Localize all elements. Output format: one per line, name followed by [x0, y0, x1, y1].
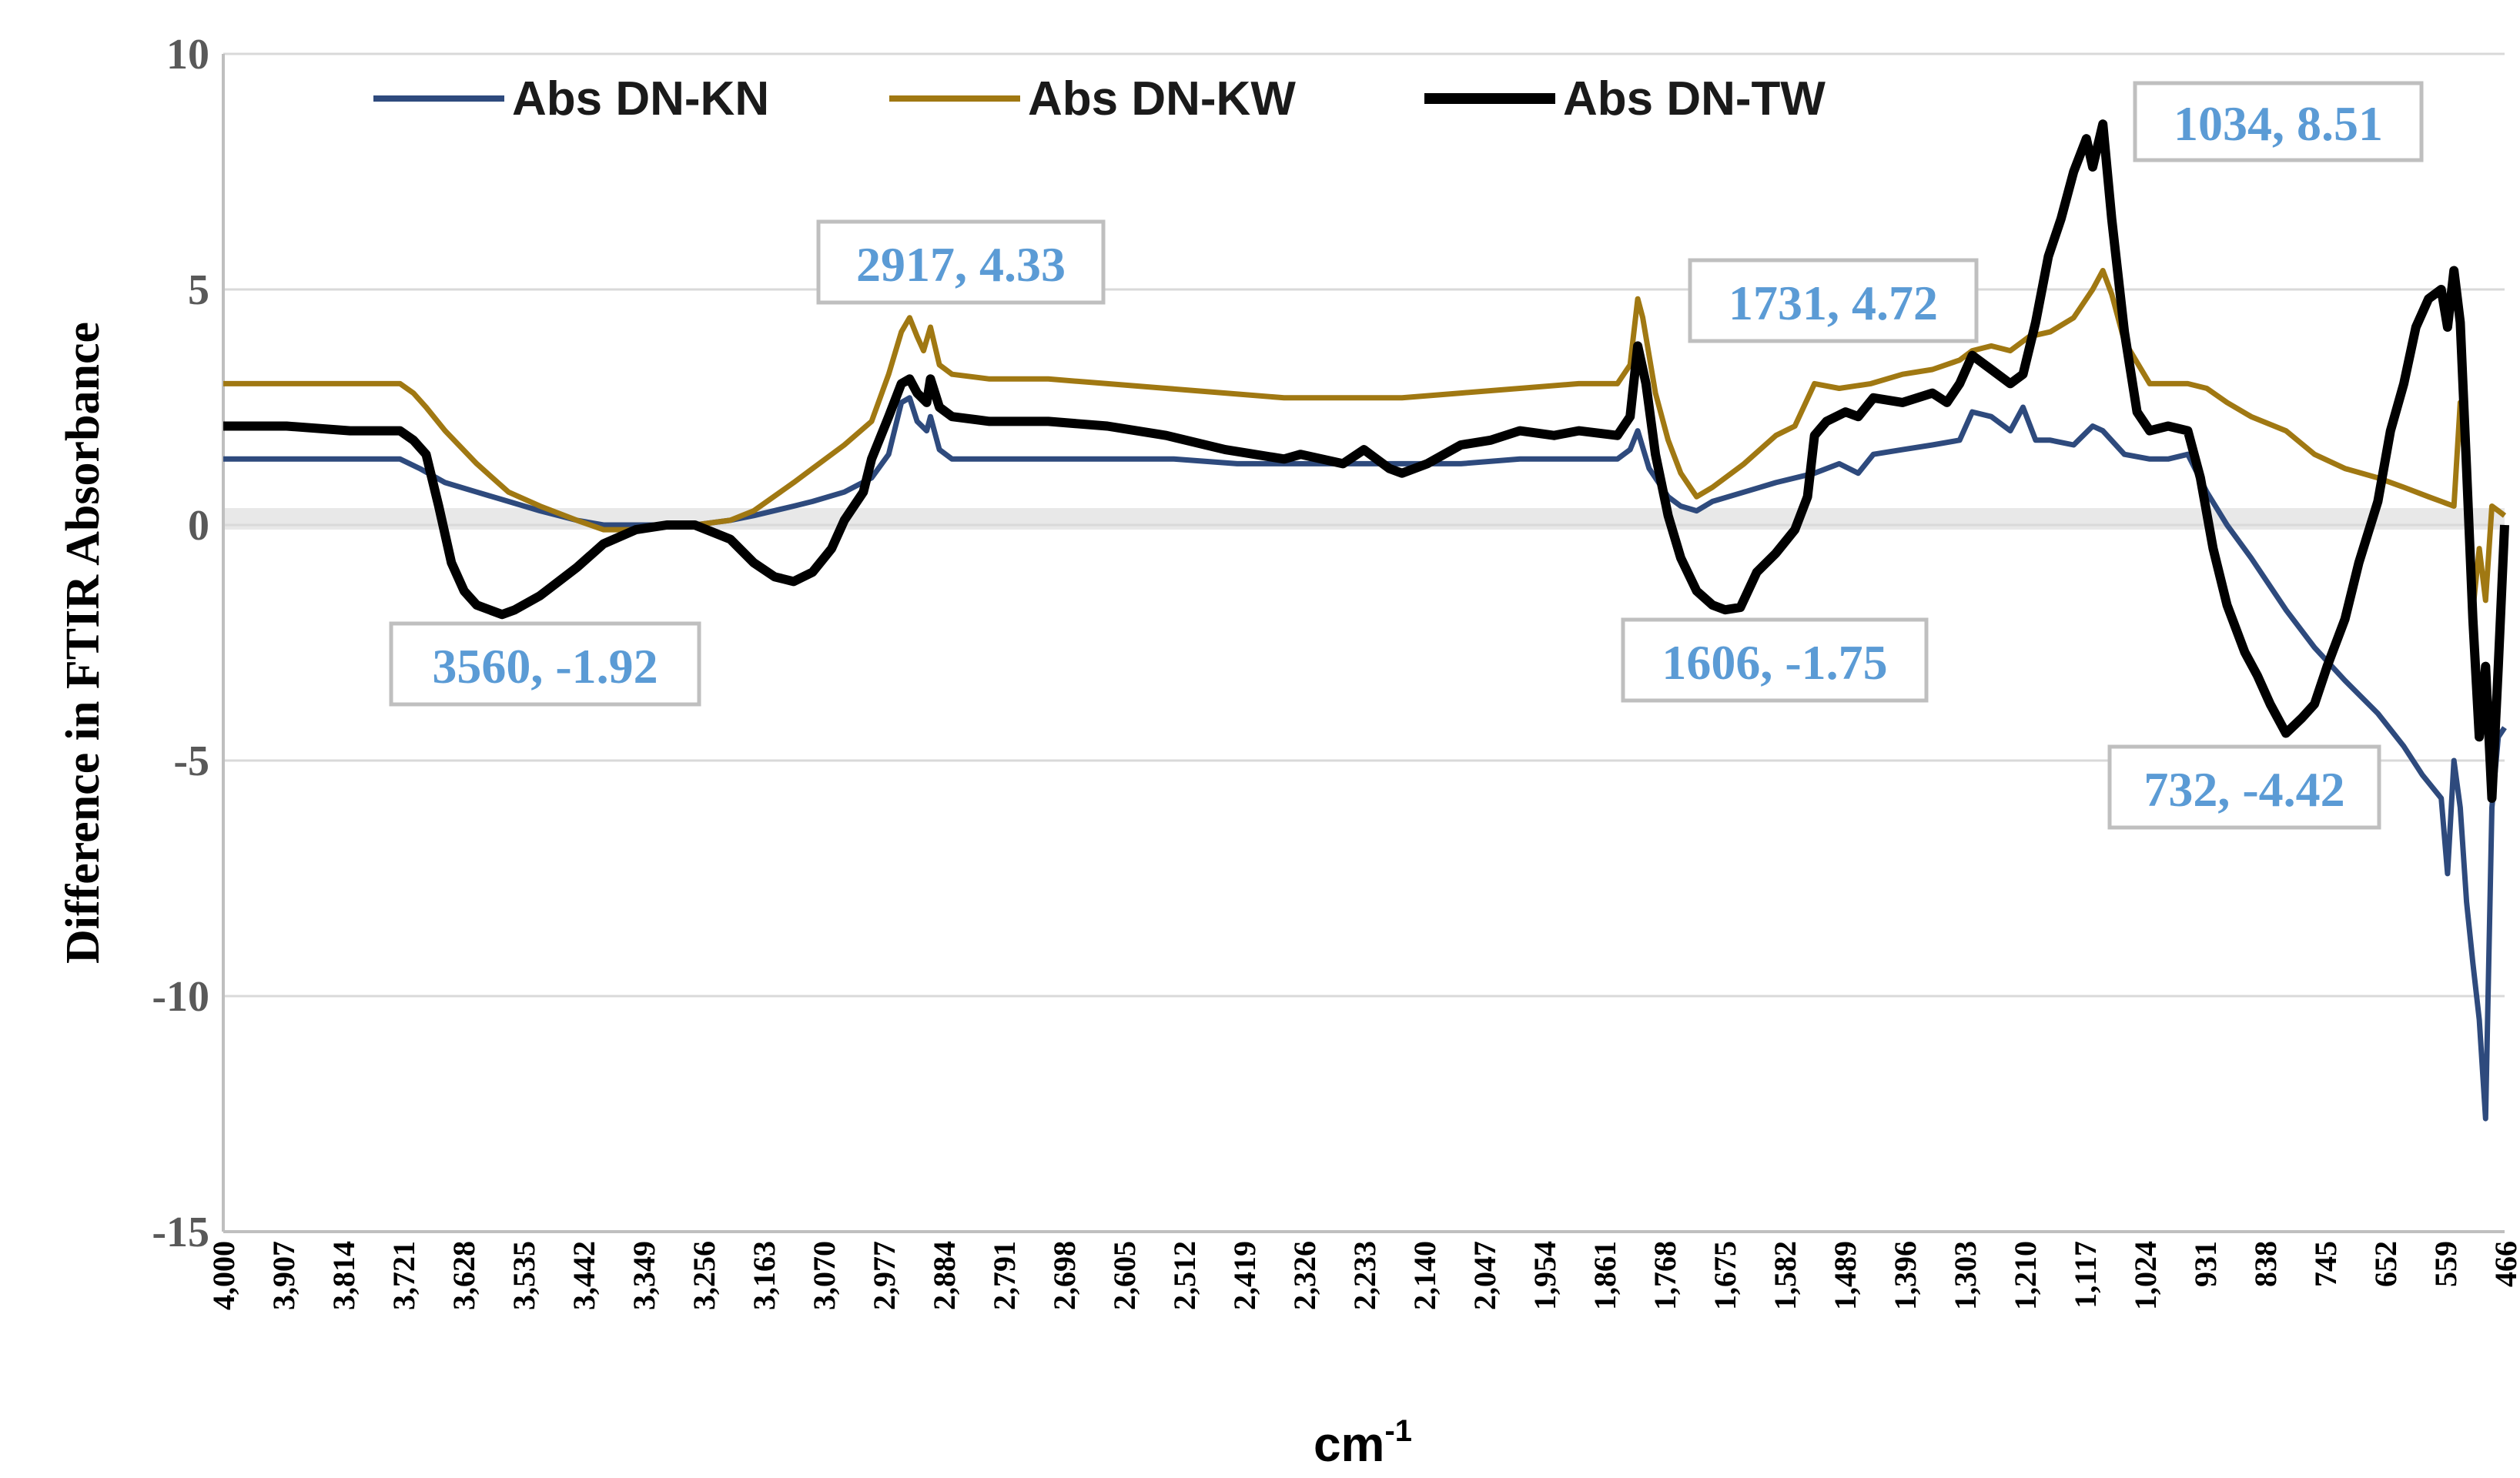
x-tick-label: 1,024: [2128, 1241, 2163, 1310]
x-tick-label: 1,210: [2008, 1241, 2043, 1310]
x-tick-label: 2,233: [1347, 1241, 1382, 1310]
x-tick-label: 2,326: [1287, 1241, 1322, 1310]
x-tick-label: 466: [2488, 1241, 2520, 1287]
x-tick-label: 2,698: [1047, 1241, 1082, 1310]
annotation-2917: 2917, 4.33: [816, 219, 1106, 305]
x-tick-label: 3,442: [567, 1241, 601, 1310]
annotation-3560: 3560, -1.92: [389, 621, 701, 707]
legend-label-abs-dn-tw: Abs DN-TW: [1563, 72, 1826, 125]
annotation-732: 732, -4.42: [2107, 744, 2381, 830]
x-tick-label: 3,814: [326, 1241, 361, 1310]
x-tick-label: 1,861: [1588, 1241, 1622, 1310]
x-tick-label: 1,303: [1948, 1241, 1983, 1310]
x-tick-label: 3,163: [747, 1241, 781, 1310]
x-tick-label: 3,070: [807, 1241, 842, 1310]
y-tick-label: -5: [173, 737, 209, 785]
y-tick-label: -15: [152, 1209, 209, 1256]
legend-label-abs-dn-kn: Abs DN-KN: [512, 72, 769, 125]
x-axis-title: cm-1: [1314, 1414, 1412, 1472]
x-tick-label: 3,628: [447, 1241, 481, 1310]
annotation-1606: 1606, -1.75: [1621, 617, 1929, 703]
x-tick-label: 1,582: [1768, 1241, 1802, 1310]
x-tick-label: 559: [2428, 1241, 2463, 1287]
x-tick-label: 1,117: [2068, 1241, 2103, 1309]
x-tick-label: 2,047: [1467, 1241, 1502, 1310]
y-tick-label: 10: [166, 31, 209, 79]
x-tick-label: 1,396: [1888, 1241, 1923, 1310]
x-tick-label: 3,907: [266, 1241, 301, 1310]
series-line-abs-dn-kw: [223, 268, 2507, 613]
x-tick-label: 2,605: [1107, 1241, 1142, 1310]
annotation-label-2917: 2917, 4.33: [856, 237, 1066, 292]
y-axis-title: Difference in FTIR Absorbance: [57, 322, 109, 964]
y-tick-label: 5: [188, 266, 209, 314]
x-tick-label: 931: [2188, 1241, 2223, 1287]
annotation-1034: 1034, 8.51: [2133, 81, 2424, 162]
x-tick-label: 652: [2368, 1241, 2403, 1287]
series-layer: [223, 119, 2509, 1122]
x-tick-label: 1,954: [1528, 1241, 1562, 1310]
x-tick-label: 3,256: [687, 1241, 721, 1310]
annotation-label-1731: 1731, 4.72: [1729, 276, 1938, 330]
x-tick-label: 2,977: [867, 1241, 902, 1310]
annotation-label-732: 732, -4.42: [2144, 762, 2344, 817]
x-tick-label: 2,512: [1167, 1241, 1202, 1310]
x-tick-label: 3,349: [627, 1241, 661, 1310]
series-line-abs-dn-tw: [223, 119, 2509, 803]
annotation-label-3560: 3560, -1.92: [432, 639, 658, 694]
x-axis-title-base: cm: [1314, 1416, 1385, 1472]
x-tick-label: 4,000: [206, 1241, 241, 1310]
x-tick-label: 2,791: [987, 1241, 1022, 1310]
y-tick-label: 0: [188, 502, 209, 550]
x-tick-label: 1,768: [1648, 1241, 1682, 1310]
legend: Abs DN-KN Abs DN-KW Abs DN-TW: [373, 72, 1826, 125]
x-tick-label: 3,535: [507, 1241, 541, 1310]
y-tick-label: -10: [152, 973, 209, 1021]
x-tick-label: 3,721: [387, 1241, 421, 1310]
x-tick-labels: 4,000 3,907 3,814 3,721 3,628 3,535 3,442 3,349…: [206, 1241, 2520, 1310]
annotation-label-1606: 1606, -1.75: [1662, 635, 1887, 690]
x-axis-title-superscript: -1: [1384, 1414, 1412, 1448]
annotation-1731: 1731, 4.72: [1688, 258, 1979, 343]
x-tick-label: 745: [2308, 1241, 2343, 1287]
x-tick-label: 1,675: [1708, 1241, 1742, 1310]
x-tick-label: 1,489: [1828, 1241, 1862, 1310]
annotation-label-1034: 1034, 8.51: [2174, 96, 2383, 151]
x-tick-label: 2,140: [1407, 1241, 1442, 1310]
legend-label-abs-dn-kw: Abs DN-KW: [1028, 72, 1296, 125]
x-tick-label: 2,419: [1227, 1241, 1262, 1310]
y-tick-labels: 10 5 0 -5 -10 -15: [152, 31, 209, 1256]
x-tick-label: 838: [2248, 1241, 2283, 1287]
x-tick-label: 2,884: [927, 1241, 962, 1310]
